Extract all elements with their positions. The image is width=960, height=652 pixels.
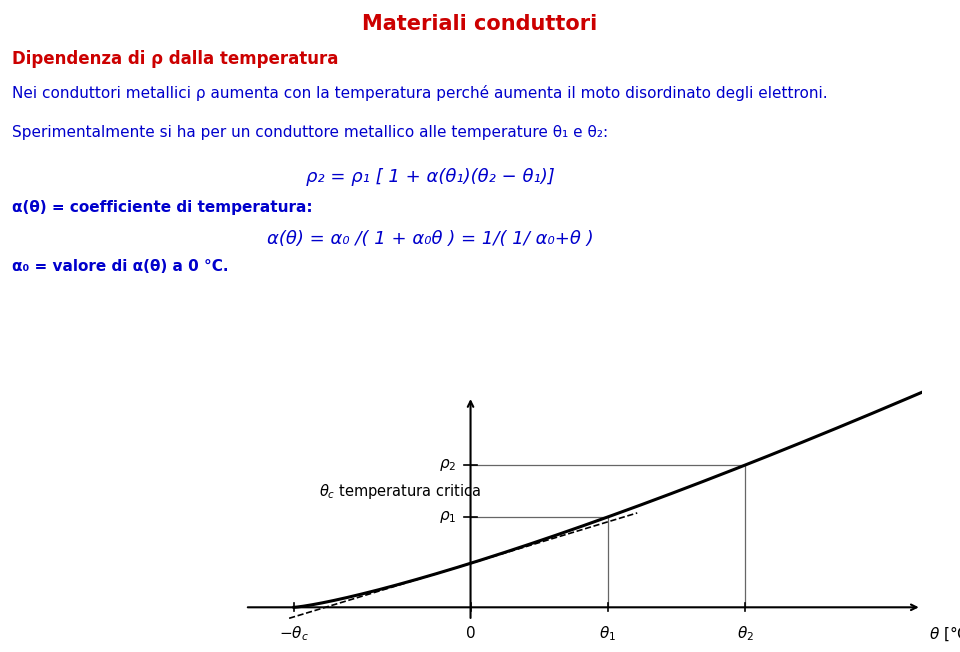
Text: $\theta$ [°C]: $\theta$ [°C]	[929, 625, 960, 643]
Text: $\theta_c$ temperatura critica: $\theta_c$ temperatura critica	[319, 482, 481, 501]
Text: ρ₂ = ρ₁ [ 1 + α(θ₁)(θ₂ − θ₁)]: ρ₂ = ρ₁ [ 1 + α(θ₁)(θ₂ − θ₁)]	[305, 168, 554, 186]
Text: α(θ) = coefficiente di temperatura:: α(θ) = coefficiente di temperatura:	[12, 200, 313, 215]
Text: $\rho_1$: $\rho_1$	[440, 509, 457, 525]
Text: Dipendenza di ρ dalla temperatura: Dipendenza di ρ dalla temperatura	[12, 50, 338, 68]
Text: Materiali conduttori: Materiali conduttori	[362, 14, 598, 34]
Text: $\theta_2$: $\theta_2$	[736, 625, 754, 644]
Text: $\rho_2$: $\rho_2$	[440, 457, 457, 473]
Text: α₀ = valore di α(θ) a 0 °C.: α₀ = valore di α(θ) a 0 °C.	[12, 259, 228, 274]
Text: Sperimentalmente si ha per un conduttore metallico alle temperature θ₁ e θ₂:: Sperimentalmente si ha per un conduttore…	[12, 125, 608, 140]
Text: Nei conduttori metallici ρ aumenta con la temperatura perché aumenta il moto dis: Nei conduttori metallici ρ aumenta con l…	[12, 85, 828, 101]
Text: $\theta_1$: $\theta_1$	[599, 625, 616, 644]
Text: α(θ) = α₀ /( 1 + α₀θ ) = 1/( 1/ α₀+θ ): α(θ) = α₀ /( 1 + α₀θ ) = 1/( 1/ α₀+θ )	[267, 230, 593, 248]
Text: $-\theta_c$: $-\theta_c$	[279, 625, 309, 644]
Text: $0$: $0$	[466, 625, 476, 640]
